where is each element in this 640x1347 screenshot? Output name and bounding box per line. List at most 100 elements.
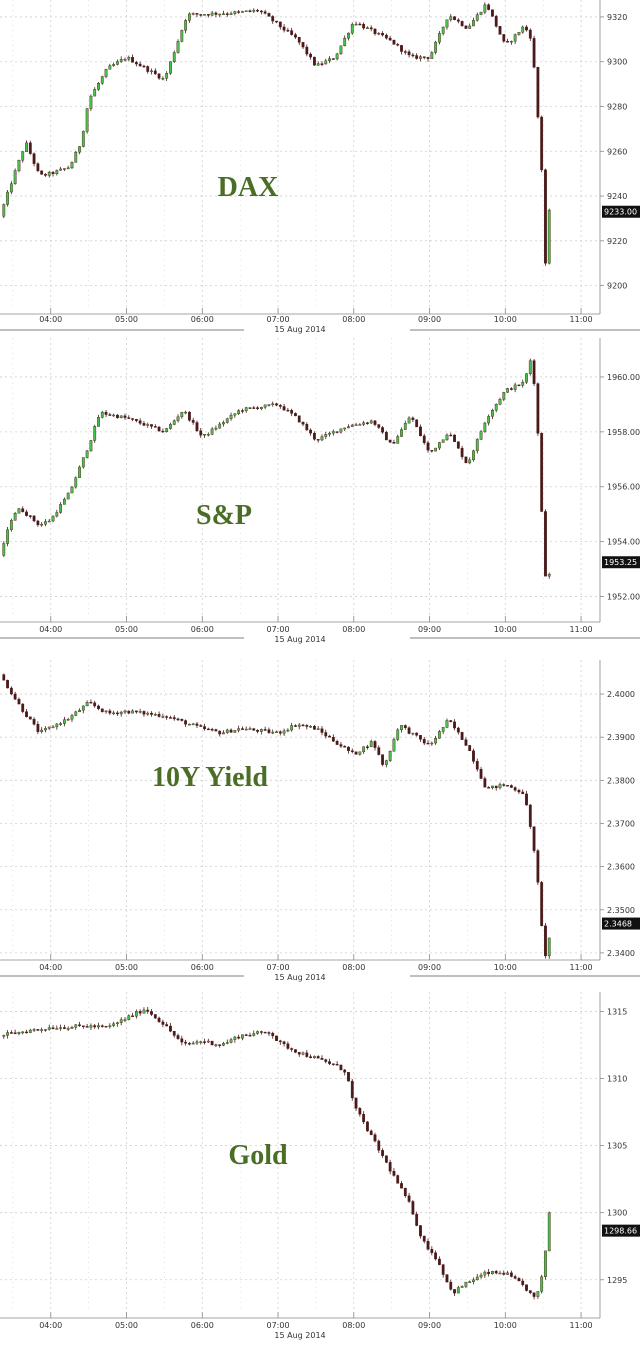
candle-body bbox=[17, 160, 21, 171]
candle-109 bbox=[415, 419, 419, 428]
y-tick-label: 1310 bbox=[607, 1075, 627, 1084]
candle-133 bbox=[506, 785, 509, 787]
candle-61 bbox=[233, 730, 237, 733]
candle-100 bbox=[381, 425, 384, 434]
candle-34 bbox=[131, 54, 134, 63]
candle-body bbox=[373, 741, 377, 748]
candle-body bbox=[97, 1025, 100, 1028]
candle-body bbox=[286, 29, 290, 32]
candle-body bbox=[331, 58, 335, 60]
candle-91 bbox=[347, 32, 350, 41]
candle-body bbox=[377, 32, 381, 35]
candle-136 bbox=[517, 384, 521, 387]
chart-title: 10Y Yield bbox=[152, 762, 268, 793]
candle-77 bbox=[294, 32, 297, 40]
candle-body bbox=[350, 424, 354, 427]
candle-body bbox=[513, 384, 517, 390]
candle-body bbox=[502, 1272, 506, 1275]
candle-body bbox=[430, 450, 434, 452]
candle-139 bbox=[528, 1290, 532, 1295]
candle-95 bbox=[362, 420, 366, 426]
candle-body bbox=[528, 29, 532, 39]
candle-body bbox=[381, 754, 384, 765]
candle-66 bbox=[252, 1030, 256, 1037]
candle-body bbox=[13, 513, 17, 521]
candle-42 bbox=[161, 428, 165, 433]
candle-138 bbox=[525, 790, 528, 806]
candle-53 bbox=[203, 434, 206, 438]
candle-body bbox=[472, 750, 475, 762]
candle-body bbox=[62, 498, 66, 505]
candle-body bbox=[267, 729, 271, 733]
candle-132 bbox=[502, 783, 506, 787]
candle-84 bbox=[320, 434, 324, 442]
candle-122 bbox=[464, 456, 468, 464]
candle-108 bbox=[411, 1200, 415, 1216]
candle-body bbox=[506, 1272, 509, 1275]
candle-25 bbox=[97, 1022, 100, 1030]
candle-14 bbox=[55, 1025, 59, 1030]
candle-body bbox=[339, 45, 343, 55]
candle-body bbox=[441, 1264, 445, 1275]
candle-58 bbox=[222, 10, 225, 15]
x-tick-label: 10:00 bbox=[494, 315, 517, 324]
candle-74 bbox=[282, 403, 286, 411]
candle-21 bbox=[81, 130, 85, 148]
candle-135 bbox=[513, 382, 517, 393]
x-tick-label: 07:00 bbox=[266, 315, 289, 324]
candle-body bbox=[89, 95, 93, 109]
candle-96 bbox=[366, 26, 369, 29]
candle-body bbox=[415, 732, 419, 736]
candle-12 bbox=[47, 1024, 51, 1031]
candle-body bbox=[229, 1039, 233, 1043]
candle-127 bbox=[483, 776, 487, 788]
candle-71 bbox=[271, 401, 275, 407]
candle-body bbox=[195, 422, 199, 431]
candle-body bbox=[9, 1032, 13, 1034]
candle-83 bbox=[316, 61, 320, 66]
candle-body bbox=[396, 729, 400, 740]
candle-body bbox=[441, 26, 445, 34]
candle-body bbox=[157, 73, 161, 79]
candle-91 bbox=[347, 1072, 350, 1082]
candle-body bbox=[47, 1027, 51, 1030]
candle-body bbox=[271, 731, 275, 734]
candle-body bbox=[415, 55, 419, 59]
candle-4 bbox=[17, 1031, 21, 1036]
candle-92 bbox=[350, 1079, 354, 1101]
candle-body bbox=[347, 746, 350, 751]
candle-94 bbox=[358, 751, 362, 756]
candle-body bbox=[290, 725, 294, 731]
candle-31 bbox=[119, 1017, 123, 1026]
candle-body bbox=[392, 1170, 396, 1176]
candle-60 bbox=[229, 1037, 233, 1044]
candle-body bbox=[195, 1041, 199, 1044]
candle-body bbox=[9, 520, 13, 530]
candle-body bbox=[267, 404, 271, 406]
candle-37 bbox=[142, 710, 146, 717]
candle-35 bbox=[134, 1009, 138, 1019]
candle-56 bbox=[214, 425, 218, 431]
candle-5 bbox=[21, 1030, 25, 1035]
candle-body bbox=[316, 1056, 320, 1059]
candle-body bbox=[142, 65, 146, 68]
candle-body bbox=[138, 711, 142, 713]
candle-69 bbox=[263, 9, 267, 15]
candle-143 bbox=[544, 1250, 547, 1280]
candle-body bbox=[487, 416, 491, 424]
candle-87 bbox=[331, 734, 335, 742]
candle-body bbox=[74, 152, 78, 163]
candle-9 bbox=[36, 162, 40, 173]
candle-body bbox=[479, 769, 483, 779]
x-tick-label: 04:00 bbox=[39, 625, 62, 634]
candle-50 bbox=[191, 417, 195, 425]
candle-body bbox=[138, 63, 142, 67]
candle-body bbox=[502, 392, 506, 400]
candle-body bbox=[123, 59, 127, 61]
candle-134 bbox=[509, 1270, 513, 1278]
candle-143 bbox=[544, 168, 547, 266]
candle-body bbox=[540, 433, 544, 512]
candle-70 bbox=[267, 404, 271, 407]
candle-100 bbox=[381, 31, 384, 37]
candle-107 bbox=[407, 49, 411, 58]
